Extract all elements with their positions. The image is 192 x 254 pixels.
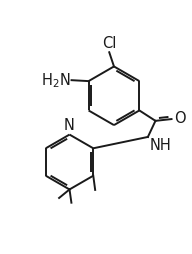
Text: NH: NH	[150, 138, 171, 153]
Text: Cl: Cl	[102, 36, 116, 51]
Text: N: N	[64, 118, 75, 133]
Text: H$_2$N: H$_2$N	[41, 71, 70, 89]
Text: O: O	[174, 112, 186, 126]
